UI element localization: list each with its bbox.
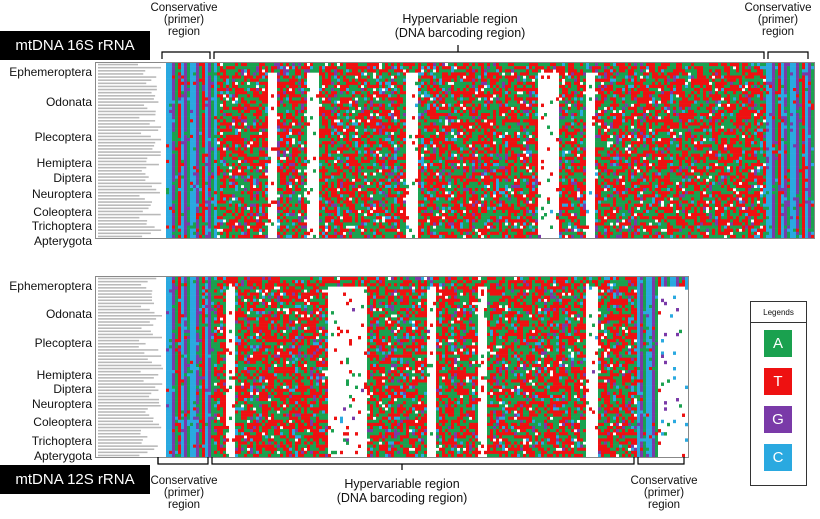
panel-16s-middle-region: Hypervariable region (DNA barcoding regio… — [360, 12, 560, 40]
panel-16s-order-apterygota: Apterygota — [33, 234, 92, 248]
panel-16s-order-neuroptera: Neuroptera — [31, 187, 92, 201]
panel-16s-order-diptera: Diptera — [53, 171, 92, 185]
panel-12s-order-diptera: Diptera — [53, 382, 92, 396]
panel-16s-order-ephemeroptera: Ephemeroptera — [9, 65, 92, 79]
panel-12s-right-region: Conservative (primer) region — [626, 475, 702, 511]
panel-12s-right-region-line-1: Conservative — [630, 475, 698, 487]
panel-12s-title: mtDNA 12S rRNA — [0, 465, 150, 494]
middle-bracket-12s-shape — [211, 457, 635, 470]
panel-16s-order-coleoptera: Coleoptera — [33, 205, 92, 219]
panel-12s-right-region-line-3: region — [648, 499, 680, 511]
panel-16s-middle-region-line-1: Hypervariable region — [402, 12, 518, 26]
right-bracket-16s — [767, 51, 809, 59]
legend-g: G — [764, 406, 792, 433]
panel-16s-left-region-line-2: (primer) — [163, 14, 205, 26]
panel-12s-left-region: Conservative (primer) region — [148, 475, 220, 511]
panel-16s-order-trichoptera: Trichoptera — [31, 219, 92, 233]
panel-16s-left-region-line-3: region — [168, 26, 200, 38]
panel-12s-order-hemiptera: Hemiptera — [36, 368, 92, 382]
panel-12s-left-region-line-2: (primer) — [163, 487, 205, 499]
legend-c: C — [764, 444, 792, 471]
panel-16s-right-region-line-3: region — [762, 26, 794, 38]
panel-12s-left-region-line-3: region — [168, 499, 200, 511]
panel-16s-brackets — [161, 45, 809, 59]
panel-16s-order-hemiptera: Hemiptera — [36, 156, 92, 170]
panel-12s-order-ephemeroptera: Ephemeroptera — [9, 279, 92, 293]
right-bracket-12s-shape — [637, 457, 685, 465]
left-bracket-16s — [161, 51, 211, 59]
panel-12s-middle-region-line-2: (DNA barcoding region) — [336, 491, 468, 505]
panel-12s-left-region-line-1: Conservative — [150, 475, 218, 487]
panel-16s-right-region: Conservative (primer) region — [740, 2, 816, 38]
left-bracket-12s-shape — [157, 457, 209, 465]
panel-12s-middle-region: Hypervariable region (DNA barcoding regio… — [302, 477, 502, 505]
panel-12s-right-region-line-2: (primer) — [643, 487, 685, 499]
panel-12s-order-trichoptera: Trichoptera — [31, 434, 92, 448]
panel-16s-order-plecoptera: Plecoptera — [34, 130, 92, 144]
panel-12s-order-coleoptera: Coleoptera — [33, 415, 92, 429]
panel-16s-middle-region-line-2: (DNA barcoding region) — [394, 26, 526, 40]
panel-12s-alignment — [95, 276, 689, 458]
legend-t: T — [764, 368, 792, 395]
panel-16s-right-region-line-2: (primer) — [757, 14, 799, 26]
panel-12s-order-plecoptera: Plecoptera — [34, 336, 92, 350]
panel-16s-order-odonata: Odonata — [45, 95, 92, 109]
panel-16s-alignment — [95, 62, 815, 239]
panel-16s-title: mtDNA 16S rRNA — [0, 31, 150, 60]
panel-12s-order-neuroptera: Neuroptera — [31, 397, 92, 411]
legend-a: A — [764, 330, 792, 357]
panel-12s-order-apterygota: Apterygota — [33, 449, 92, 463]
panel-16s-right-region-line-1: Conservative — [744, 2, 812, 14]
legend-title: Legends — [751, 302, 806, 323]
panel-16s-left-region-line-1: Conservative — [150, 2, 218, 14]
legend: Legends A T G C — [750, 301, 807, 486]
middle-bracket-16s — [213, 45, 765, 59]
panel-16s-left-region: Conservative (primer) region — [148, 2, 220, 38]
panel-12s-order-odonata: Odonata — [45, 307, 92, 321]
panel-12s-brackets — [157, 457, 685, 470]
panel-12s-middle-region-line-1: Hypervariable region — [344, 477, 460, 491]
